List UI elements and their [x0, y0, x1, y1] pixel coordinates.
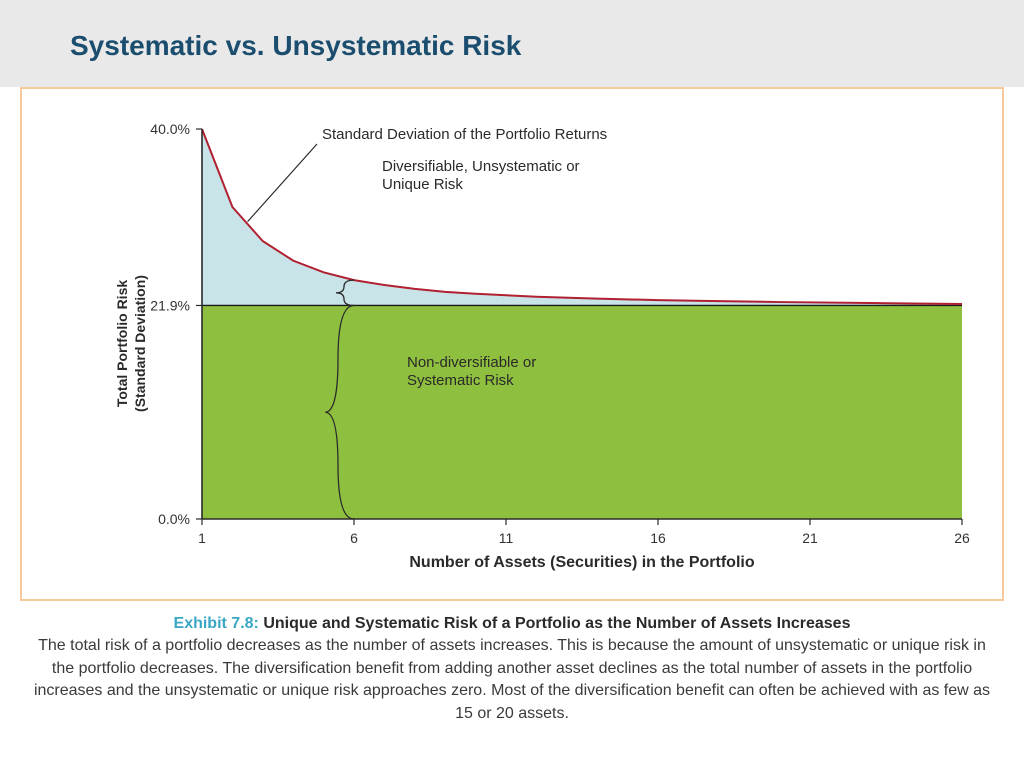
exhibit-label: Exhibit 7.8:: [174, 615, 259, 632]
caption-title: Unique and Systematic Risk of a Portfoli…: [263, 615, 850, 632]
x-tick-label: 1: [198, 530, 206, 546]
y-axis-label: Total Portfolio Risk(Standard Deviation): [114, 275, 148, 412]
x-tick-label: 11: [499, 530, 514, 546]
x-tick-label: 16: [650, 530, 666, 546]
risk-chart: 0.0%21.9%40.0%1611162126Number of Assets…: [22, 89, 1002, 594]
x-tick-label: 26: [954, 530, 970, 546]
x-tick-label: 21: [802, 530, 818, 546]
x-axis-label: Number of Assets (Securities) in the Por…: [409, 554, 754, 571]
annotation-diversifiable-line1: Diversifiable, Unsystematic or: [382, 158, 580, 175]
page-title: Systematic vs. Unsystematic Risk: [70, 30, 954, 62]
y-tick-label: 21.9%: [150, 297, 190, 313]
svg-text:(Standard Deviation): (Standard Deviation): [132, 275, 148, 412]
caption-body: The total risk of a portfolio decreases …: [34, 637, 990, 721]
annotation-systematic-line1: Non-diversifiable or: [407, 354, 536, 371]
systematic-risk-area: [202, 305, 962, 519]
x-tick-label: 6: [350, 530, 358, 546]
svg-text:Total Portfolio Risk: Total Portfolio Risk: [114, 280, 130, 408]
annotation-pointer: [248, 144, 317, 222]
y-tick-label: 40.0%: [150, 121, 190, 137]
figure-caption: Exhibit 7.8: Unique and Systematic Risk …: [0, 601, 1024, 725]
chart-frame: 0.0%21.9%40.0%1611162126Number of Assets…: [20, 87, 1004, 601]
header-bar: Systematic vs. Unsystematic Risk: [0, 0, 1024, 87]
annotation-systematic-line2: Systematic Risk: [407, 372, 514, 389]
diversifiable-risk-area: [202, 129, 962, 305]
y-tick-label: 0.0%: [158, 511, 190, 527]
annotation-diversifiable-line2: Unique Risk: [382, 176, 463, 193]
annotation-std-dev: Standard Deviation of the Portfolio Retu…: [322, 126, 607, 143]
